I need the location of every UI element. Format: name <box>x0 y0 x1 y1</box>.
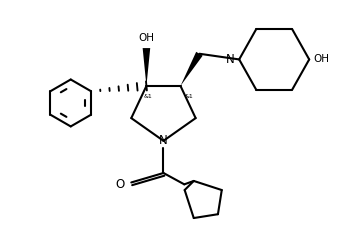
Text: OH: OH <box>138 33 155 43</box>
Text: N: N <box>159 134 168 147</box>
Text: N: N <box>226 53 235 66</box>
Text: &1: &1 <box>144 94 153 99</box>
Text: OH: OH <box>314 54 330 64</box>
Polygon shape <box>143 48 150 86</box>
Text: &1: &1 <box>184 94 193 99</box>
Polygon shape <box>180 52 203 86</box>
Text: O: O <box>115 178 125 191</box>
